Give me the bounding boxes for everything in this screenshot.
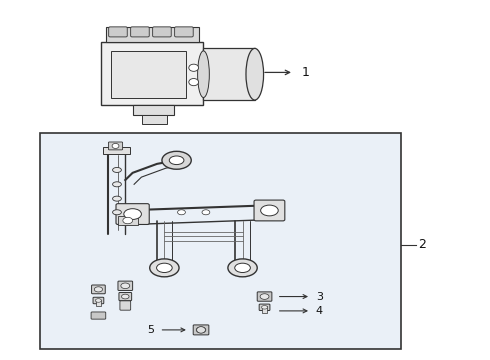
Bar xyxy=(203,48,255,100)
Bar xyxy=(262,306,267,314)
FancyBboxPatch shape xyxy=(118,281,133,291)
Text: 1: 1 xyxy=(301,66,309,79)
Ellipse shape xyxy=(235,263,250,273)
FancyBboxPatch shape xyxy=(109,27,127,37)
Ellipse shape xyxy=(157,263,172,273)
Ellipse shape xyxy=(228,259,257,277)
Ellipse shape xyxy=(121,283,130,289)
Ellipse shape xyxy=(122,294,129,299)
Ellipse shape xyxy=(113,167,122,172)
Ellipse shape xyxy=(169,156,184,165)
FancyBboxPatch shape xyxy=(259,304,270,311)
Bar xyxy=(111,51,186,98)
Ellipse shape xyxy=(261,205,278,216)
Ellipse shape xyxy=(262,306,268,309)
FancyBboxPatch shape xyxy=(116,204,149,225)
Text: 2: 2 xyxy=(418,238,426,251)
FancyBboxPatch shape xyxy=(131,27,149,37)
Bar xyxy=(101,42,203,105)
Ellipse shape xyxy=(196,327,205,333)
FancyBboxPatch shape xyxy=(93,297,104,304)
Bar xyxy=(133,105,174,116)
FancyBboxPatch shape xyxy=(91,312,106,319)
FancyBboxPatch shape xyxy=(153,27,171,37)
Ellipse shape xyxy=(124,209,142,220)
FancyBboxPatch shape xyxy=(174,27,193,37)
Text: 5: 5 xyxy=(147,325,155,335)
Bar xyxy=(40,134,401,348)
Ellipse shape xyxy=(189,64,198,71)
Ellipse shape xyxy=(246,48,264,100)
FancyBboxPatch shape xyxy=(108,142,122,150)
Bar xyxy=(96,300,100,306)
FancyBboxPatch shape xyxy=(119,292,132,301)
Ellipse shape xyxy=(162,151,191,169)
Ellipse shape xyxy=(260,294,269,300)
Ellipse shape xyxy=(113,196,122,201)
Ellipse shape xyxy=(96,299,101,302)
FancyBboxPatch shape xyxy=(193,325,209,335)
Bar xyxy=(143,116,167,125)
Ellipse shape xyxy=(123,217,133,224)
Text: 3: 3 xyxy=(316,292,323,302)
FancyBboxPatch shape xyxy=(257,292,272,301)
Bar xyxy=(106,27,198,42)
Ellipse shape xyxy=(177,210,185,215)
FancyBboxPatch shape xyxy=(92,285,105,294)
Ellipse shape xyxy=(202,210,210,215)
FancyBboxPatch shape xyxy=(120,301,131,310)
FancyBboxPatch shape xyxy=(254,200,285,221)
Text: 4: 4 xyxy=(316,306,323,316)
Bar xyxy=(118,216,138,225)
Ellipse shape xyxy=(196,327,206,333)
Bar xyxy=(103,147,130,154)
Ellipse shape xyxy=(113,210,122,215)
Ellipse shape xyxy=(112,143,119,148)
Ellipse shape xyxy=(197,51,209,98)
Ellipse shape xyxy=(113,182,122,187)
Ellipse shape xyxy=(94,287,102,292)
Ellipse shape xyxy=(150,259,179,277)
Ellipse shape xyxy=(189,78,198,86)
